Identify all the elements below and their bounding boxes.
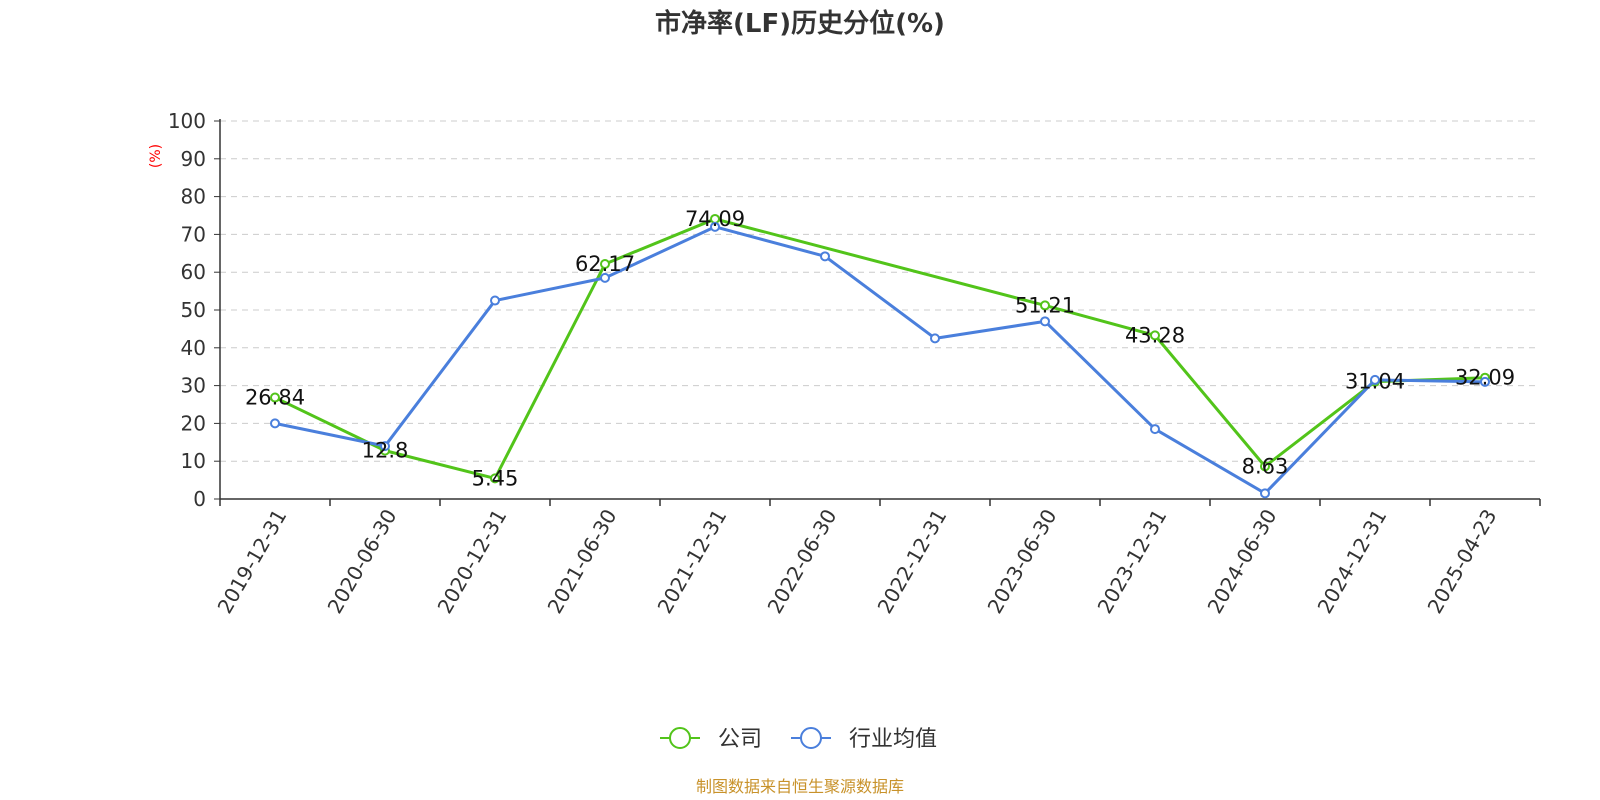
x-tick-label-2020-06-30: 2020-06-30 [322, 505, 401, 618]
legend-company-label: 公司 [718, 727, 762, 752]
series-1-point-2020-12-31 [490, 295, 500, 306]
series-line-0 [274, 217, 1486, 480]
y-tick-label-60: 60 [181, 260, 206, 284]
data-label-2020-12-31: 5.45 [472, 466, 519, 490]
series-1-point-2019-12-31 [270, 418, 280, 429]
x-tick-label-2021-12-31: 2021-12-31 [652, 505, 731, 618]
legend-industry-label: 行业均值 [849, 727, 937, 752]
series-1-point-2021-06-30 [600, 272, 610, 283]
y-tick-label-30: 30 [181, 374, 206, 398]
y-tick-label-70: 70 [181, 222, 206, 246]
y-axis-label: (%) [148, 144, 164, 168]
data-label-2021-12-31: 74.09 [685, 207, 745, 231]
data-label-2023-12-31: 43.28 [1125, 323, 1185, 347]
series-1-point-2025-04-23 [1480, 376, 1490, 387]
x-tick-label-2025-04-23: 2025-04-23 [1422, 505, 1501, 618]
y-tick-label-100: 100 [168, 109, 206, 133]
series-0-point-2024-06-30 [1260, 461, 1270, 472]
y-tick-label-50: 50 [181, 298, 206, 322]
chart-title: 市净率(LF)历史分位(%) [655, 8, 945, 39]
grid-lines [220, 120, 1540, 462]
y-tick-label-90: 90 [181, 147, 206, 171]
series-1-point-2023-12-31 [1150, 424, 1160, 435]
data-label-2025-04-23: 32.09 [1455, 366, 1515, 390]
x-tick-label-2023-12-31: 2023-12-31 [1092, 505, 1171, 618]
series-1-point-2022-12-31 [930, 333, 940, 344]
x-tick-label-2023-06-30: 2023-06-30 [982, 505, 1061, 618]
series-0-point-2021-06-30 [600, 258, 610, 269]
data-label-2021-06-30: 62.17 [575, 252, 635, 276]
series [270, 213, 1490, 499]
y-tick-label-40: 40 [181, 336, 206, 360]
series-1-point-2021-12-31 [710, 221, 720, 232]
data-label-2020-06-30: 12.8 [362, 439, 409, 463]
legend-item-company[interactable]: 公司 [660, 727, 762, 752]
series-1-point-2024-12-31 [1370, 374, 1380, 385]
series-0-point-2023-12-31 [1150, 330, 1160, 341]
x-tick-label-2021-06-30: 2021-06-30 [542, 505, 621, 618]
series-0-point-2019-12-31 [270, 392, 280, 403]
series-0-point-2023-06-30 [1040, 300, 1050, 311]
data-label-2024-06-30: 8.63 [1242, 454, 1289, 478]
axes [214, 119, 1541, 506]
y-tick-label-80: 80 [181, 185, 206, 209]
x-tick-label-2022-06-30: 2022-06-30 [762, 505, 841, 618]
data-labels: 26.84 12.8 5.45 62.17 74.09 51.21 43.28 8.63 31.… [245, 207, 1515, 490]
x-tick-label-2022-12-31: 2022-12-31 [872, 505, 951, 618]
data-label-2024-12-31: 31.04 [1345, 370, 1405, 394]
x-tick-label-2020-12-31: 2020-12-31 [432, 505, 511, 618]
data-label-2023-06-30: 51.21 [1015, 293, 1075, 317]
data-label-2019-12-31: 26.84 [245, 386, 305, 410]
series-1-point-2022-06-30 [820, 251, 830, 262]
y-tick-label-0: 0 [193, 487, 206, 511]
legend[interactable]: 公司 行业均值 [660, 727, 937, 752]
x-tick-label-2024-06-30: 2024-06-30 [1202, 505, 1281, 618]
legend-company-marker [669, 727, 691, 749]
x-tick-labels: 2019-12-31 2020-06-30 2020-12-31 2021-06-30… [212, 505, 1501, 618]
y-tick-label-20: 20 [181, 411, 206, 435]
y-tick-label-10: 10 [181, 449, 206, 473]
x-tick-label-2019-12-31: 2019-12-31 [212, 505, 291, 618]
legend-item-industry-avg[interactable]: 行业均值 [791, 727, 937, 752]
series-1-point-2020-06-30 [380, 441, 390, 452]
series-1-point-2024-06-30 [1260, 488, 1270, 499]
series-0-point-2020-12-31 [490, 473, 500, 484]
source-note: 制图数据来自恒生聚源数据库 [696, 777, 904, 796]
series-1-point-2023-06-30 [1040, 316, 1050, 327]
x-tick-label-2024-12-31: 2024-12-31 [1312, 505, 1391, 618]
legend-industry-marker [800, 727, 822, 749]
y-tick-labels: 0 10 20 30 40 50 60 70 80 90 100 [168, 109, 206, 511]
series-line-1 [274, 225, 1486, 495]
